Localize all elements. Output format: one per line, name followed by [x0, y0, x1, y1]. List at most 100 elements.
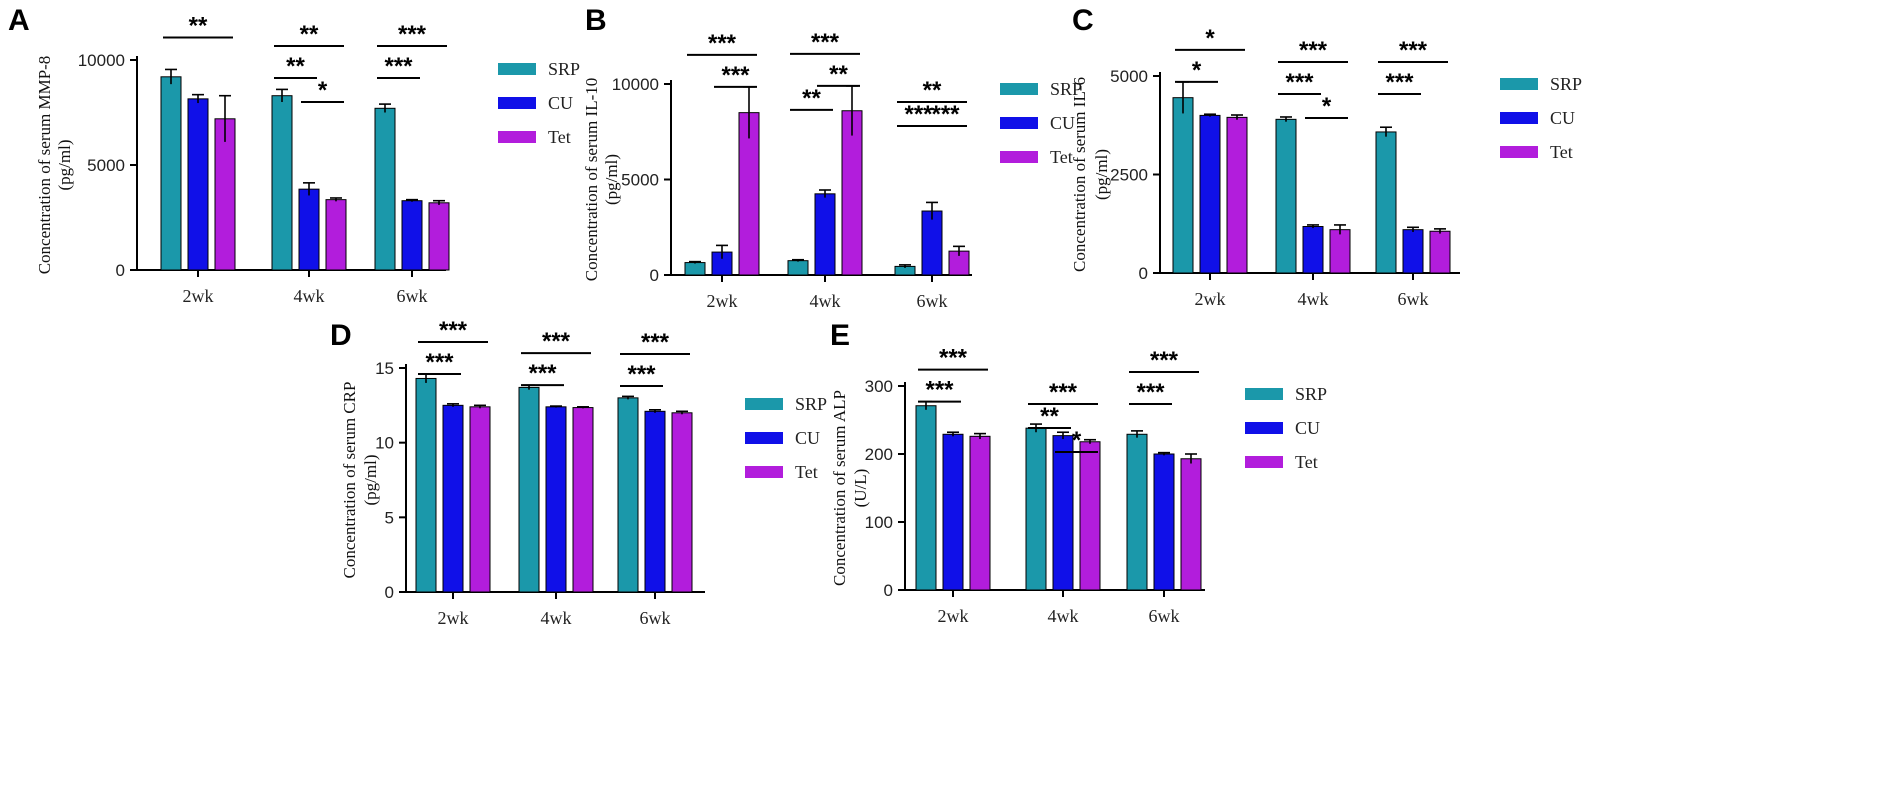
panel-letter: C	[1072, 4, 1094, 37]
legend-label-srp: SRP	[1295, 384, 1327, 404]
legend-label-srp: SRP	[795, 394, 827, 414]
significance-label: ***	[811, 29, 840, 56]
y-tick-label: 10000	[78, 51, 125, 70]
panel-letter: E	[830, 319, 850, 352]
x-tick-label: 4wk	[1298, 289, 1329, 309]
y-axis-label: Concentration of serum IL-6	[1070, 77, 1089, 272]
significance-label: *	[1322, 93, 1332, 120]
legend-label-cu: CU	[795, 428, 820, 448]
panel-letter: D	[330, 319, 352, 352]
y-axis-label: (U/L)	[851, 469, 870, 508]
significance-label: ***	[425, 349, 454, 376]
significance-label: **	[923, 77, 942, 104]
y-tick-label: 5000	[621, 171, 659, 190]
significance-label: *	[1072, 427, 1082, 454]
legend-label-srp: SRP	[1550, 74, 1582, 94]
legend-swatch-srp	[1245, 388, 1283, 400]
significance-label: *	[1205, 25, 1215, 52]
bar-tet-6wk	[1180, 458, 1202, 591]
bar-tet-2wk	[469, 406, 491, 593]
legend-swatch-cu	[1000, 117, 1038, 129]
x-tick-label: 6wk	[917, 291, 948, 311]
chart-panel-e: E Concentration of serum ALP (U/L) 0 100 200 3…	[830, 319, 1327, 626]
significance-label: ***	[439, 317, 468, 344]
chart-panel-a: A Concentration of serum MMP-8 (pg/ml) 0 500…	[8, 4, 580, 306]
significance-label: **	[1040, 403, 1059, 430]
significance-label: **	[286, 53, 305, 80]
significance-label: ***	[931, 101, 960, 128]
y-axis-label: (pg/ml)	[1092, 149, 1111, 200]
significance-label: ***	[384, 53, 413, 80]
bar-tet-4wk	[1079, 441, 1101, 591]
y-axis-label: (pg/ml)	[361, 455, 380, 506]
y-tick-label: 100	[865, 513, 893, 532]
bar-tet-6wk	[428, 202, 450, 271]
legend-swatch-tet	[1245, 456, 1283, 468]
legend-label-tet: Tet	[1550, 142, 1573, 162]
bar-srp-4wk	[1275, 118, 1297, 274]
bar-cu-2wk	[187, 98, 209, 271]
bar-cu-6wk	[1402, 229, 1424, 274]
legend-label-tet: Tet	[1295, 452, 1318, 472]
bar-tet-4wk	[1329, 229, 1351, 274]
significance-label: ***	[627, 361, 656, 388]
bar-cu-6wk	[1153, 453, 1175, 591]
chart-panel-b: B Concentration of serum IL-10 (pg/ml) 0 500…	[582, 4, 1082, 311]
bar-tet-4wk	[572, 407, 594, 593]
bar-srp-4wk	[1025, 427, 1047, 591]
y-tick-label: 5000	[1110, 67, 1148, 86]
legend-swatch-tet	[1000, 151, 1038, 163]
y-tick-label: 0	[116, 261, 125, 280]
bar-srp-6wk	[617, 397, 639, 593]
y-axis-label: Concentration of serum ALP	[830, 390, 849, 586]
significance-label: *	[318, 77, 328, 104]
legend-label-tet: Tet	[1050, 147, 1073, 167]
x-tick-label: 6wk	[1398, 289, 1429, 309]
legend-swatch-srp	[745, 398, 783, 410]
y-tick-label: 5000	[87, 156, 125, 175]
y-tick-label: 200	[865, 445, 893, 464]
y-tick-label: 5	[385, 508, 394, 527]
bar-srp-2wk	[684, 262, 706, 276]
bar-cu-2wk	[1199, 114, 1221, 274]
x-tick-label: 6wk	[640, 608, 671, 628]
x-tick-label: 6wk	[397, 286, 428, 306]
significance-label: ***	[528, 360, 557, 387]
legend-label-tet: Tet	[548, 127, 571, 147]
bar-cu-6wk	[921, 210, 943, 276]
significance-label: ***	[1399, 37, 1428, 64]
bar-tet-6wk	[1429, 230, 1451, 274]
significance-label: ***	[641, 329, 670, 356]
bar-srp-2wk	[915, 405, 937, 591]
chart-panel-c: C Concentration of serum IL-6 (pg/ml) 0 2500…	[1070, 4, 1582, 309]
legend-swatch-srp	[1500, 78, 1538, 90]
significance-label: ***	[904, 101, 933, 128]
bar-tet-2wk	[1226, 116, 1248, 274]
legend-swatch-tet	[498, 131, 536, 143]
x-tick-label: 2wk	[438, 608, 469, 628]
legend-swatch-cu	[498, 97, 536, 109]
legend-label-cu: CU	[1295, 418, 1320, 438]
significance-label: ***	[1385, 69, 1414, 96]
bar-cu-6wk	[401, 200, 423, 271]
bar-srp-6wk	[1126, 433, 1148, 591]
y-axis-label: (pg/ml)	[55, 140, 74, 191]
significance-label: **	[829, 61, 848, 88]
bar-srp-4wk	[787, 260, 809, 276]
bar-cu-4wk	[298, 188, 320, 271]
bar-cu-4wk	[1052, 435, 1074, 591]
legend-swatch-srp	[498, 63, 536, 75]
y-tick-label: 10	[375, 434, 394, 453]
bar-srp-2wk	[1172, 97, 1194, 274]
y-tick-label: 10000	[612, 75, 659, 94]
chart-panel-d: D Concentration of serum CRP (pg/ml) 0 5 10 15…	[330, 317, 827, 628]
y-axis-label: Concentration of serum CRP	[340, 382, 359, 579]
significance-label: **	[300, 21, 319, 48]
significance-label: **	[802, 85, 821, 112]
significance-label: ***	[1150, 347, 1179, 374]
legend-label-srp: SRP	[1050, 79, 1082, 99]
legend-label-cu: CU	[548, 93, 573, 113]
y-tick-label: 15	[375, 359, 394, 378]
y-tick-label: 0	[1139, 264, 1148, 283]
y-tick-label: 300	[865, 377, 893, 396]
